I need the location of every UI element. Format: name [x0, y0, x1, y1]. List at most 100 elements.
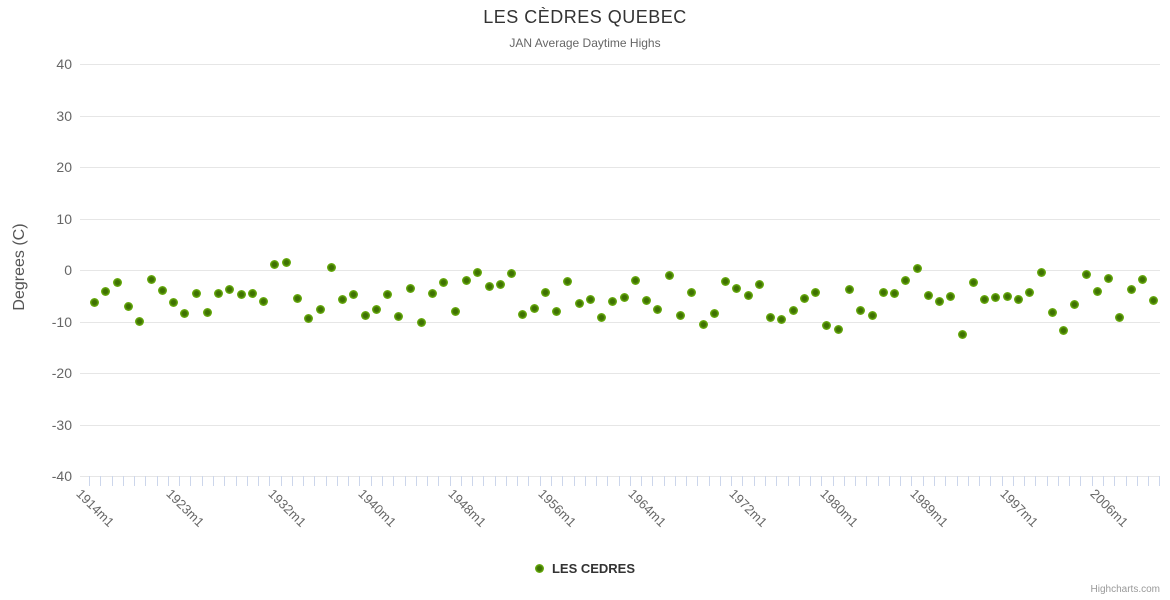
data-point[interactable] — [935, 297, 945, 307]
data-point[interactable] — [676, 311, 686, 321]
data-point[interactable] — [552, 307, 562, 317]
data-point[interactable] — [236, 289, 246, 299]
data-point[interactable] — [721, 276, 731, 286]
data-point[interactable] — [507, 269, 517, 279]
data-point[interactable] — [664, 271, 674, 281]
data-point[interactable] — [574, 298, 584, 308]
data-point[interactable] — [743, 290, 753, 300]
data-point[interactable] — [901, 276, 911, 286]
data-point[interactable] — [709, 308, 719, 318]
data-point[interactable] — [439, 277, 449, 287]
data-point[interactable] — [315, 304, 325, 314]
data-point[interactable] — [597, 313, 607, 323]
data-point[interactable] — [281, 258, 291, 268]
data-point[interactable] — [777, 314, 787, 324]
data-point[interactable] — [1059, 325, 1069, 335]
data-point[interactable] — [473, 268, 483, 278]
data-point[interactable] — [980, 295, 990, 305]
data-point[interactable] — [619, 293, 629, 303]
data-point[interactable] — [923, 290, 933, 300]
data-point[interactable] — [405, 284, 415, 294]
data-point[interactable] — [968, 277, 978, 287]
data-point[interactable] — [732, 284, 742, 294]
x-axis-tick — [798, 476, 800, 486]
data-point[interactable] — [461, 276, 471, 286]
data-point[interactable] — [338, 295, 348, 305]
data-point[interactable] — [495, 280, 505, 290]
data-point[interactable] — [991, 292, 1001, 302]
data-point[interactable] — [687, 288, 697, 298]
data-point[interactable] — [1025, 287, 1035, 297]
chart-title: LES CÈDRES QUEBEC — [483, 7, 687, 27]
data-point[interactable] — [698, 319, 708, 329]
data-point[interactable] — [946, 292, 956, 302]
data-point[interactable] — [247, 288, 257, 298]
data-point[interactable] — [1092, 286, 1102, 296]
data-point[interactable] — [957, 330, 967, 340]
data-point[interactable] — [1149, 295, 1159, 305]
data-point[interactable] — [191, 288, 201, 298]
data-point[interactable] — [1081, 270, 1091, 280]
data-point[interactable] — [180, 308, 190, 318]
legend-series-label[interactable]: LES CEDRES — [551, 561, 636, 576]
data-point[interactable] — [799, 294, 809, 304]
data-point[interactable] — [518, 309, 528, 319]
data-point[interactable] — [912, 263, 922, 273]
data-point[interactable] — [484, 281, 494, 291]
data-point[interactable] — [867, 310, 877, 320]
data-point[interactable] — [157, 285, 167, 295]
data-point[interactable] — [1002, 292, 1012, 302]
data-point[interactable] — [202, 307, 212, 317]
data-point[interactable] — [428, 289, 438, 299]
data-point[interactable] — [259, 296, 269, 306]
data-point[interactable] — [822, 320, 832, 330]
data-point[interactable] — [856, 305, 866, 315]
data-point[interactable] — [214, 288, 224, 298]
data-point[interactable] — [1070, 300, 1080, 309]
data-point[interactable] — [1104, 273, 1114, 283]
data-point[interactable] — [833, 324, 843, 334]
data-point[interactable] — [788, 305, 798, 315]
data-point[interactable] — [292, 294, 302, 304]
data-point[interactable] — [1137, 275, 1147, 285]
data-point[interactable] — [394, 312, 404, 322]
data-point[interactable] — [360, 310, 370, 320]
data-point[interactable] — [349, 289, 359, 299]
data-point[interactable] — [383, 290, 393, 300]
data-point[interactable] — [270, 260, 280, 270]
data-point[interactable] — [1126, 285, 1136, 295]
data-point[interactable] — [135, 317, 145, 326]
data-point[interactable] — [1014, 294, 1023, 304]
data-point[interactable] — [608, 297, 618, 307]
data-point[interactable] — [416, 318, 426, 328]
data-point[interactable] — [1036, 268, 1046, 278]
data-point[interactable] — [529, 303, 539, 313]
data-point[interactable] — [766, 313, 776, 323]
data-point[interactable] — [225, 284, 235, 294]
data-point[interactable] — [653, 304, 663, 314]
data-point[interactable] — [563, 277, 573, 287]
data-point[interactable] — [146, 275, 156, 285]
data-point[interactable] — [642, 296, 652, 306]
data-point[interactable] — [326, 262, 336, 272]
data-point[interactable] — [169, 297, 179, 307]
data-point[interactable] — [112, 278, 122, 288]
data-point[interactable] — [90, 297, 100, 307]
data-point[interactable] — [450, 306, 460, 316]
data-point[interactable] — [878, 288, 888, 298]
data-point[interactable] — [1047, 308, 1057, 318]
data-point[interactable] — [371, 304, 381, 314]
data-point[interactable] — [845, 285, 855, 295]
legend-series-marker-icon[interactable] — [534, 564, 544, 573]
data-point[interactable] — [630, 276, 640, 286]
data-point[interactable] — [304, 313, 314, 323]
data-point[interactable] — [1115, 312, 1125, 322]
data-point[interactable] — [585, 295, 595, 305]
data-point[interactable] — [101, 286, 111, 296]
data-point[interactable] — [754, 280, 764, 290]
data-point[interactable] — [890, 288, 900, 298]
data-point[interactable] — [811, 287, 821, 297]
data-point[interactable] — [540, 287, 550, 297]
data-point[interactable] — [123, 301, 133, 311]
highcharts-credit-link[interactable]: Highcharts.com — [1090, 584, 1160, 595]
